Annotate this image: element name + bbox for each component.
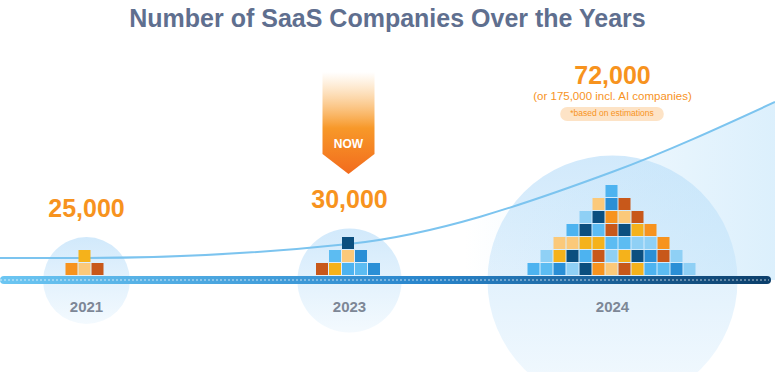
svg-text:30,000: 30,000	[311, 185, 387, 213]
html-text:Number of SaaS Companies Over: Number of SaaS Companies Over the Years	[129, 4, 646, 32]
svg-text:2021: 2021	[70, 298, 103, 315]
svg-text:25,000: 25,000	[48, 194, 124, 222]
svg-text:2023: 2023	[333, 298, 366, 315]
svg-text:NOW: NOW	[334, 137, 364, 151]
svg-text:72,000: 72,000	[574, 61, 650, 89]
svg-text:(or 175,000 incl. AI companies: (or 175,000 incl. AI companies)	[533, 90, 692, 102]
svg-text:*based on estimations: *based on estimations	[570, 108, 654, 118]
svg-text:2024: 2024	[596, 298, 630, 315]
